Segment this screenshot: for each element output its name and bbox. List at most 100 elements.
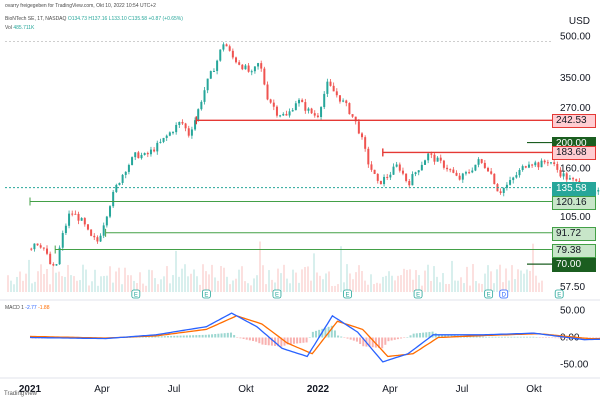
candle-body xyxy=(326,81,329,94)
volume-bar xyxy=(352,279,354,292)
macd-histogram-bar xyxy=(264,337,267,345)
time-tick-label: Apr xyxy=(94,384,110,395)
candle-body xyxy=(420,164,423,171)
price-level-label[interactable]: 183.68 xyxy=(552,146,596,161)
marker-letter: E xyxy=(557,293,561,299)
earnings-marker-icon xyxy=(343,289,352,299)
candle-body xyxy=(282,113,285,116)
volume-bar xyxy=(298,282,300,292)
volume-bar xyxy=(502,282,504,292)
candle-body xyxy=(165,135,168,138)
macd-histogram-bar xyxy=(148,336,151,338)
macd-histogram-bar xyxy=(289,337,292,345)
volume-bar xyxy=(529,270,531,292)
volume-legend: Vol 485.711K xyxy=(5,25,34,31)
volume-bar xyxy=(79,280,81,292)
volume-bar xyxy=(463,283,465,292)
time-tick-label: Okt xyxy=(238,384,254,395)
candle-body xyxy=(389,174,392,178)
volume-bar xyxy=(481,283,483,292)
price-level-label[interactable]: 79.38 xyxy=(552,243,596,258)
volume-bar xyxy=(403,268,405,292)
candle-body xyxy=(383,176,386,185)
volume-bar xyxy=(514,279,516,292)
volume-bar xyxy=(349,273,351,292)
candle-body xyxy=(212,70,215,72)
macd-label: MACD xyxy=(5,305,20,311)
price-level-label[interactable]: 70.00 xyxy=(552,258,596,273)
macd-histogram-bar xyxy=(198,335,201,338)
volume-bar xyxy=(100,276,102,292)
volume-bar xyxy=(358,265,360,292)
volume-bar xyxy=(250,285,252,292)
volume-bar xyxy=(397,275,399,292)
signal-value: -1.88 xyxy=(38,305,50,311)
earnings-marker-icon xyxy=(484,289,494,299)
candle-body xyxy=(55,264,58,266)
candle-body xyxy=(238,62,241,65)
price-level-label[interactable]: 91.72 xyxy=(552,226,596,241)
volume-bar xyxy=(169,283,171,292)
macd-histogram-bar xyxy=(280,337,283,347)
candle-body xyxy=(109,206,112,217)
price-level-label[interactable]: 242.53 xyxy=(552,114,596,129)
volume-bar xyxy=(31,283,33,292)
volume-bar xyxy=(103,275,105,292)
marker-letter: E xyxy=(346,293,350,299)
macd-histogram-bar xyxy=(217,333,220,338)
time-tick-label: Okt xyxy=(526,384,542,395)
volume-bar xyxy=(280,273,282,292)
volume-bar xyxy=(208,274,210,292)
candle-body xyxy=(209,71,212,79)
candle-body xyxy=(568,178,571,180)
candle-body xyxy=(225,44,228,47)
candle-body xyxy=(436,157,439,162)
volume-bar xyxy=(469,285,471,292)
candle-body xyxy=(320,107,323,117)
volume-bar xyxy=(160,279,162,292)
candle-body xyxy=(386,176,389,178)
candle-body xyxy=(172,132,175,134)
macd-histogram-bar xyxy=(393,337,396,340)
volume-bar xyxy=(232,280,234,292)
time-tick-label: Apr xyxy=(382,384,398,395)
price-tick-label: 105.00 xyxy=(560,212,591,223)
candle-body xyxy=(531,164,534,166)
price-tick-label: 270.00 xyxy=(560,103,591,114)
macd-histogram-bar xyxy=(211,334,214,338)
volume-bar xyxy=(115,271,117,292)
macd-histogram-bar xyxy=(554,337,557,339)
candle-body xyxy=(433,154,436,162)
volume-bar xyxy=(373,284,375,292)
price-level-label[interactable]: 120.16 xyxy=(552,195,596,210)
volume-bar xyxy=(523,273,525,292)
candle-body xyxy=(370,164,373,170)
currency-label: USD xyxy=(568,16,590,27)
candle-body xyxy=(143,153,146,155)
macd-histogram-bar xyxy=(412,333,415,338)
price-level-label[interactable]: 135.58 xyxy=(552,181,596,196)
volume-bar xyxy=(340,246,342,292)
volume-bar xyxy=(496,269,498,292)
volume-bar xyxy=(151,270,153,292)
candle-body xyxy=(553,162,556,165)
candle-body xyxy=(367,148,370,165)
candle-body xyxy=(323,93,326,108)
shared-by-text: ovarry freigegeben for TradingView.com, … xyxy=(5,3,156,9)
volume-bar xyxy=(112,282,114,292)
volume-bar xyxy=(184,264,186,292)
macd-histogram-bar xyxy=(163,336,166,338)
candle-body xyxy=(206,78,209,91)
volume-bar xyxy=(454,280,456,292)
volume-bar xyxy=(196,276,198,292)
candle-body xyxy=(424,160,427,165)
candle-body xyxy=(534,162,537,166)
macd-histogram-bar xyxy=(504,336,507,338)
macd-histogram-bar xyxy=(406,337,409,338)
volume-bar xyxy=(157,284,159,292)
macd-histogram-bar xyxy=(144,336,147,338)
candle-body xyxy=(338,95,341,102)
candle-body xyxy=(392,166,395,175)
candle-body xyxy=(200,101,203,110)
